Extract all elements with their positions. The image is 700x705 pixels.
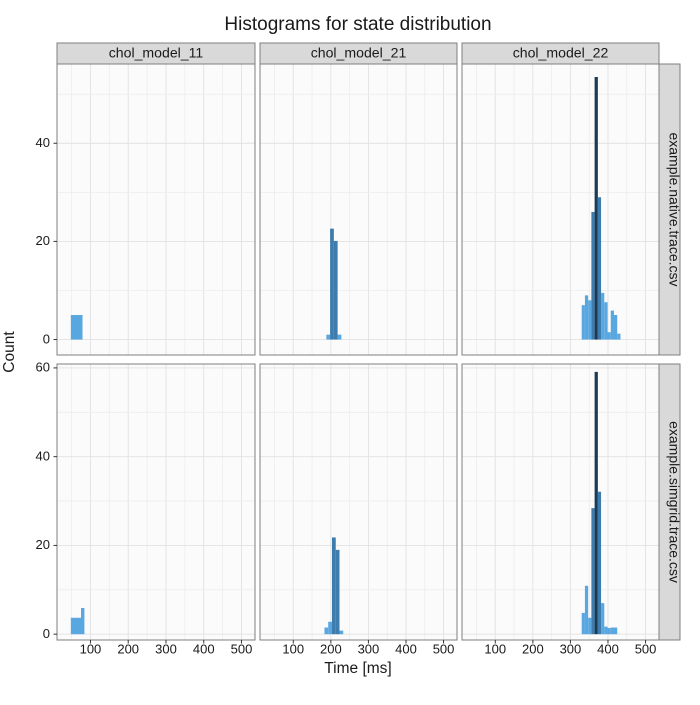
svg-text:Time [ms]: Time [ms] xyxy=(324,660,391,677)
svg-text:400: 400 xyxy=(395,642,417,657)
svg-text:20: 20 xyxy=(36,233,50,248)
svg-text:20: 20 xyxy=(36,537,50,552)
svg-text:100: 100 xyxy=(282,642,304,657)
svg-text:example.simgrid.trace.csv: example.simgrid.trace.csv xyxy=(667,421,683,583)
svg-text:400: 400 xyxy=(597,642,619,657)
svg-text:200: 200 xyxy=(117,642,139,657)
svg-text:200: 200 xyxy=(522,642,544,657)
svg-text:0: 0 xyxy=(43,331,50,346)
svg-text:60: 60 xyxy=(36,360,50,375)
svg-text:40: 40 xyxy=(36,448,50,463)
svg-text:Histograms for state distribut: Histograms for state distribution xyxy=(224,14,491,35)
svg-text:Count: Count xyxy=(1,331,18,373)
svg-text:chol_model_22: chol_model_22 xyxy=(513,45,609,61)
svg-text:500: 500 xyxy=(433,642,455,657)
svg-text:300: 300 xyxy=(155,642,177,657)
svg-text:40: 40 xyxy=(36,135,50,150)
svg-text:400: 400 xyxy=(193,642,215,657)
svg-text:example.native.trace.csv: example.native.trace.csv xyxy=(667,132,683,286)
svg-text:chol_model_11: chol_model_11 xyxy=(109,45,204,61)
svg-text:300: 300 xyxy=(560,642,582,657)
svg-text:100: 100 xyxy=(484,642,506,657)
svg-text:0: 0 xyxy=(43,626,50,641)
svg-text:300: 300 xyxy=(358,642,380,657)
svg-text:200: 200 xyxy=(320,642,342,657)
svg-text:500: 500 xyxy=(635,642,657,657)
svg-text:500: 500 xyxy=(231,642,253,657)
svg-text:chol_model_21: chol_model_21 xyxy=(311,45,407,61)
svg-text:100: 100 xyxy=(80,642,102,657)
